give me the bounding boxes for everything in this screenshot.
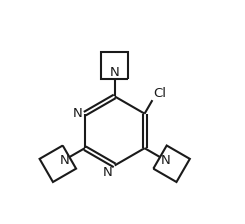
Text: N: N xyxy=(102,166,112,179)
Text: N: N xyxy=(73,107,83,120)
Text: N: N xyxy=(110,66,120,79)
Text: N: N xyxy=(59,154,69,167)
Text: N: N xyxy=(160,154,170,167)
Text: Cl: Cl xyxy=(153,86,166,99)
